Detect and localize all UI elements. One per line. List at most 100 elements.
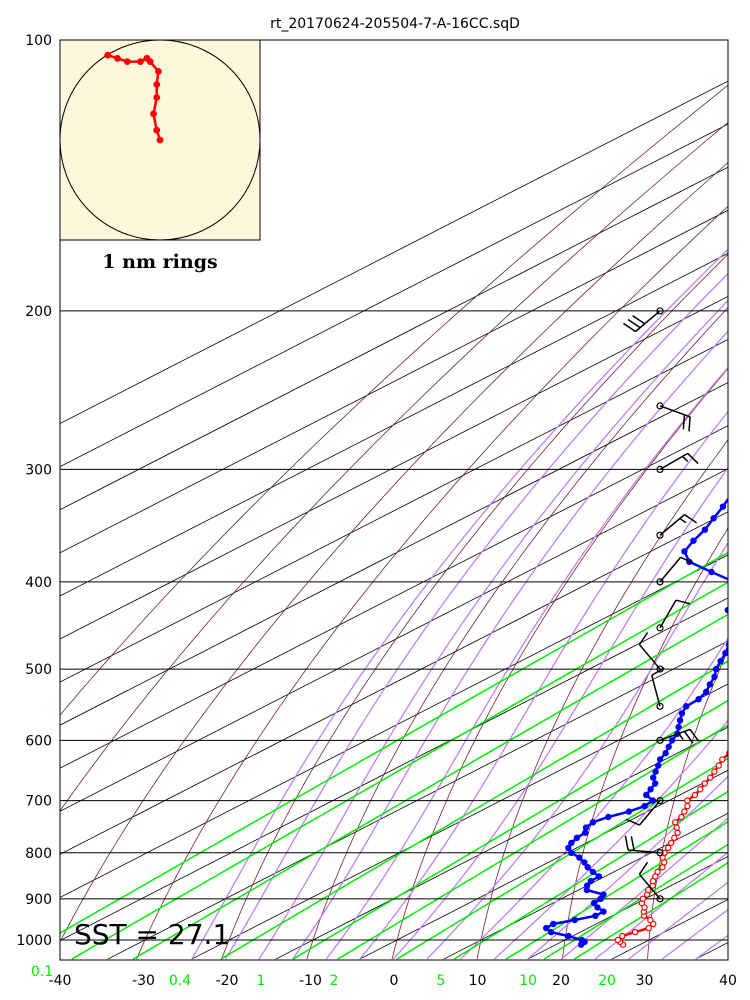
wind-barb-shaft bbox=[638, 800, 661, 826]
wind-barb-shaft bbox=[659, 514, 685, 536]
moist-adiabat-line bbox=[325, 366, 728, 960]
wind-barb-flag bbox=[651, 667, 665, 677]
hodograph-track bbox=[104, 51, 164, 144]
dewpoint-point bbox=[641, 802, 648, 810]
dewpoint-point bbox=[590, 899, 598, 907]
dewpoint-point bbox=[711, 673, 718, 681]
isotherm-line bbox=[275, 726, 728, 960]
dewpoint-point bbox=[703, 688, 710, 696]
isotherm-line bbox=[60, 511, 728, 855]
isotherm-line bbox=[60, 425, 728, 769]
wind-barb-flag bbox=[632, 315, 646, 325]
mixing-ratio-line bbox=[220, 660, 728, 960]
dewpoint-point bbox=[655, 762, 662, 769]
temperature-point bbox=[671, 834, 678, 842]
dry-adiabat-line bbox=[60, 84, 728, 716]
moist-adiabat-line bbox=[359, 410, 728, 960]
temperature-point bbox=[672, 819, 679, 826]
hodograph-point bbox=[155, 68, 162, 75]
dry-adiabat-line bbox=[306, 307, 728, 960]
mixing-ratio-line bbox=[396, 757, 728, 960]
mixing-ratio-label: 5 bbox=[437, 973, 446, 989]
hodograph-point bbox=[153, 94, 161, 101]
dewpoint-point bbox=[594, 904, 601, 911]
dewpoint-point bbox=[675, 723, 682, 731]
isotherm-line bbox=[527, 855, 728, 960]
wind-barb bbox=[656, 514, 697, 539]
temperature-tick-label: 0 bbox=[390, 973, 399, 989]
pressure-tick-label: 800 bbox=[25, 846, 52, 862]
mixing-ratio-label: 1 bbox=[257, 973, 266, 989]
temperature-point bbox=[619, 932, 626, 940]
temperature-tick-label: 30 bbox=[636, 973, 654, 989]
dry-adiabat-line bbox=[647, 649, 728, 960]
mixing-ratio-label: 10 bbox=[519, 973, 537, 989]
isotherm-line bbox=[359, 769, 728, 960]
temperature-point bbox=[665, 844, 672, 852]
wind-barb-half-flag bbox=[678, 733, 684, 740]
mixing-ratio-label: 20 bbox=[598, 973, 616, 989]
temperature-point bbox=[645, 886, 652, 894]
wind-barb bbox=[624, 835, 664, 857]
isotherm-line bbox=[191, 683, 728, 960]
temperature-point bbox=[645, 924, 652, 932]
hodograph-ring-label: 1 nm rings bbox=[102, 251, 217, 273]
dewpoint-point bbox=[690, 537, 697, 544]
dewpoint-point bbox=[710, 515, 717, 522]
wind-barb-flag bbox=[689, 728, 700, 742]
pressure-tick-label: 1000 bbox=[16, 933, 52, 949]
dewpoint-point bbox=[729, 634, 734, 639]
moist-adiabat-line bbox=[695, 934, 728, 960]
dewpoint-point bbox=[738, 589, 743, 594]
dewpoint-point bbox=[647, 786, 654, 793]
dewpoint-point bbox=[547, 928, 555, 936]
wind-barb-flag bbox=[638, 632, 649, 645]
mixing-ratio-line bbox=[132, 613, 728, 960]
hodograph-point bbox=[137, 58, 144, 65]
mixing-ratio-label: 0.1 bbox=[31, 964, 53, 980]
hodograph-point bbox=[150, 110, 157, 118]
isotherm-line bbox=[60, 554, 728, 898]
temperature-tick-label: -10 bbox=[299, 973, 322, 989]
dewpoint-point bbox=[605, 813, 612, 821]
dewpoint-point bbox=[695, 696, 702, 703]
dewpoint-point bbox=[729, 492, 734, 497]
isotherm-line bbox=[60, 597, 728, 941]
wind-barb-flag bbox=[624, 835, 629, 851]
dewpoint-point bbox=[587, 877, 595, 885]
wind-barb-shaft bbox=[659, 556, 682, 583]
pressure-tick-label: 600 bbox=[25, 733, 52, 749]
wind-barb-half-flag bbox=[679, 517, 687, 524]
temperature-point bbox=[737, 738, 742, 743]
hodograph-inset bbox=[59, 39, 261, 241]
mixing-ratio-line bbox=[71, 581, 728, 960]
dewpoint-point bbox=[732, 579, 737, 584]
wind-barb-station bbox=[656, 578, 664, 586]
dewpoint-point bbox=[543, 924, 550, 932]
dewpoint-point bbox=[592, 912, 599, 920]
dewpoint-line bbox=[544, 497, 728, 946]
dewpoint-point bbox=[600, 891, 607, 898]
wind-barb-flag bbox=[638, 861, 649, 875]
wind-barb-flag bbox=[675, 599, 691, 605]
hodograph-point bbox=[114, 54, 121, 62]
wind-barb-flag bbox=[680, 556, 695, 564]
dewpoint-point bbox=[571, 916, 578, 924]
moist-adiabat-line bbox=[460, 637, 728, 960]
dewpoint-point bbox=[584, 864, 591, 871]
isotherm-line bbox=[60, 382, 728, 726]
dewpoint-point bbox=[573, 834, 581, 842]
wind-barb-shaft bbox=[638, 644, 661, 670]
mixing-ratio-line bbox=[453, 790, 728, 960]
moist-adiabat-line bbox=[527, 775, 728, 960]
hodograph-point bbox=[123, 58, 131, 65]
temperature-point bbox=[719, 756, 726, 763]
dewpoint-point bbox=[722, 649, 728, 657]
wind-barb-station bbox=[656, 465, 664, 474]
dewpoint-point bbox=[656, 756, 664, 763]
dewpoint-point bbox=[595, 873, 603, 880]
pressure-tick-label: 100 bbox=[25, 33, 52, 49]
wind-barb-shaft bbox=[650, 675, 661, 707]
wind-barb-station bbox=[656, 702, 664, 710]
moist-adiabat-line bbox=[729, 40, 750, 959]
